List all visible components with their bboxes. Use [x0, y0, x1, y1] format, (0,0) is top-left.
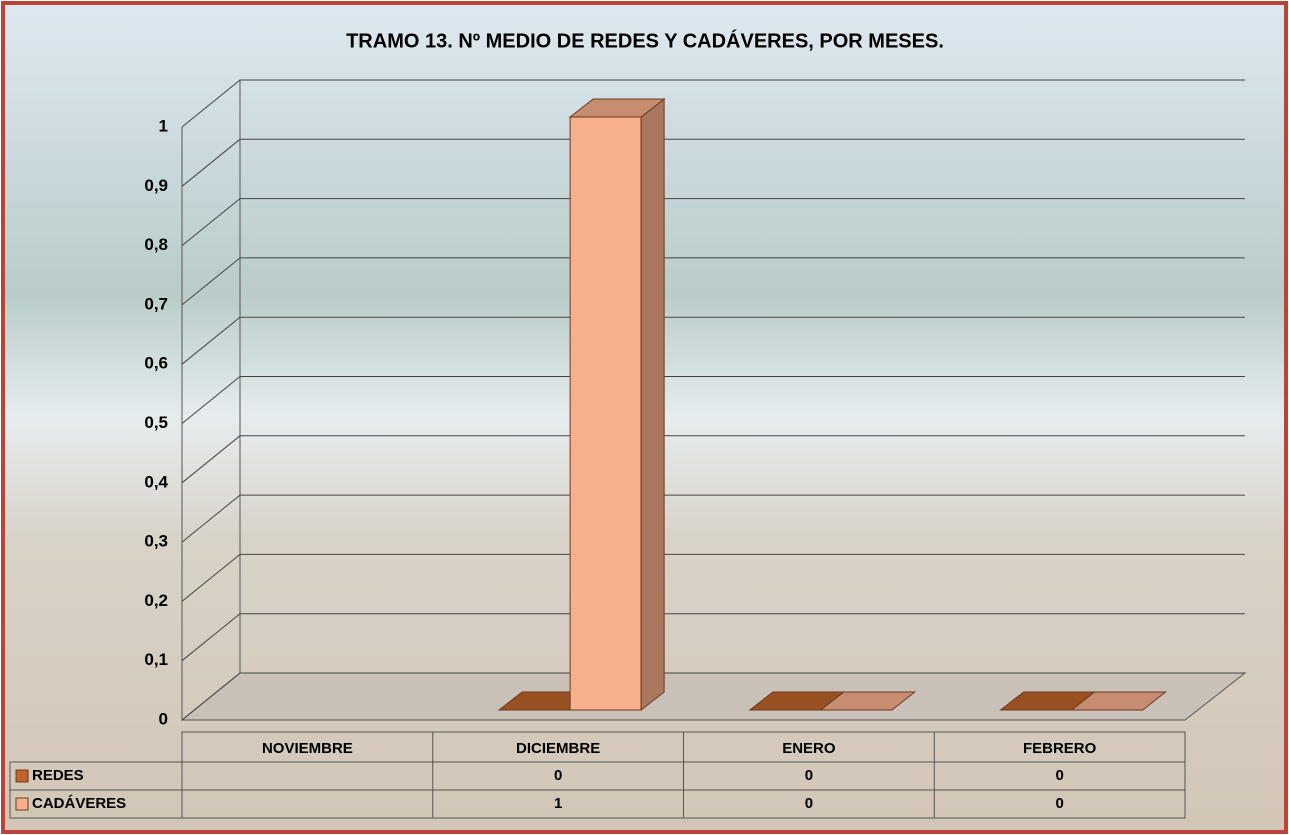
- grid-line: [181, 553, 1245, 602]
- bar-top: [819, 691, 917, 711]
- y-tick-label: 0,7: [144, 294, 168, 313]
- bar: [1070, 691, 1168, 711]
- y-tick-label: 1: [159, 116, 168, 135]
- data-table-value: 1: [554, 795, 562, 812]
- x-tick-label: DICIEMBRE: [516, 740, 600, 757]
- legend-label: REDES: [32, 767, 84, 784]
- y-tick-label: 0,1: [144, 650, 168, 669]
- y-tick-label: 0,5: [144, 413, 168, 432]
- bar-front: [569, 116, 642, 711]
- y-tick-label: 0,3: [144, 532, 168, 551]
- y-tick-label: 0,2: [144, 591, 168, 610]
- y-tick-label: 0,9: [144, 176, 168, 195]
- x-tick-label: FEBRERO: [1023, 740, 1097, 757]
- grid-line: [181, 257, 1245, 306]
- y-tick-label: 0: [159, 709, 168, 728]
- bar-top: [1070, 691, 1168, 711]
- legend-swatch: [15, 797, 29, 811]
- x-tick-label: NOVIEMBRE: [262, 740, 353, 757]
- data-table-value: 0: [805, 795, 813, 812]
- grid-line: [181, 376, 1245, 424]
- x-tick-label: ENERO: [782, 740, 836, 757]
- grid-line: [181, 138, 1245, 187]
- y-tick-label: 0,8: [144, 235, 168, 254]
- data-table-value: 0: [1055, 795, 1063, 812]
- grid-line: [181, 613, 1245, 662]
- grid-line: [181, 79, 1245, 128]
- data-table-value: 0: [1055, 767, 1063, 784]
- y-tick-label: 0,6: [144, 354, 168, 373]
- legend-label: CADÁVERES: [32, 795, 126, 812]
- bar-side: [640, 97, 665, 712]
- chart-title: TRAMO 13. Nº MEDIO DE REDES Y CADÁVERES,…: [346, 29, 944, 52]
- grid-line: [181, 316, 1245, 365]
- data-table-value: 0: [554, 767, 562, 784]
- grid-line: [181, 435, 1245, 484]
- data-table-value: 0: [805, 767, 813, 784]
- legend-swatch: [15, 769, 29, 783]
- bar-top: [568, 98, 666, 118]
- grid-line: [181, 198, 1245, 246]
- grid-line: [181, 672, 1245, 721]
- bar: [819, 691, 917, 711]
- bar: [568, 97, 666, 712]
- y-tick-label: 0,4: [144, 472, 168, 491]
- grid-line: [181, 494, 1245, 543]
